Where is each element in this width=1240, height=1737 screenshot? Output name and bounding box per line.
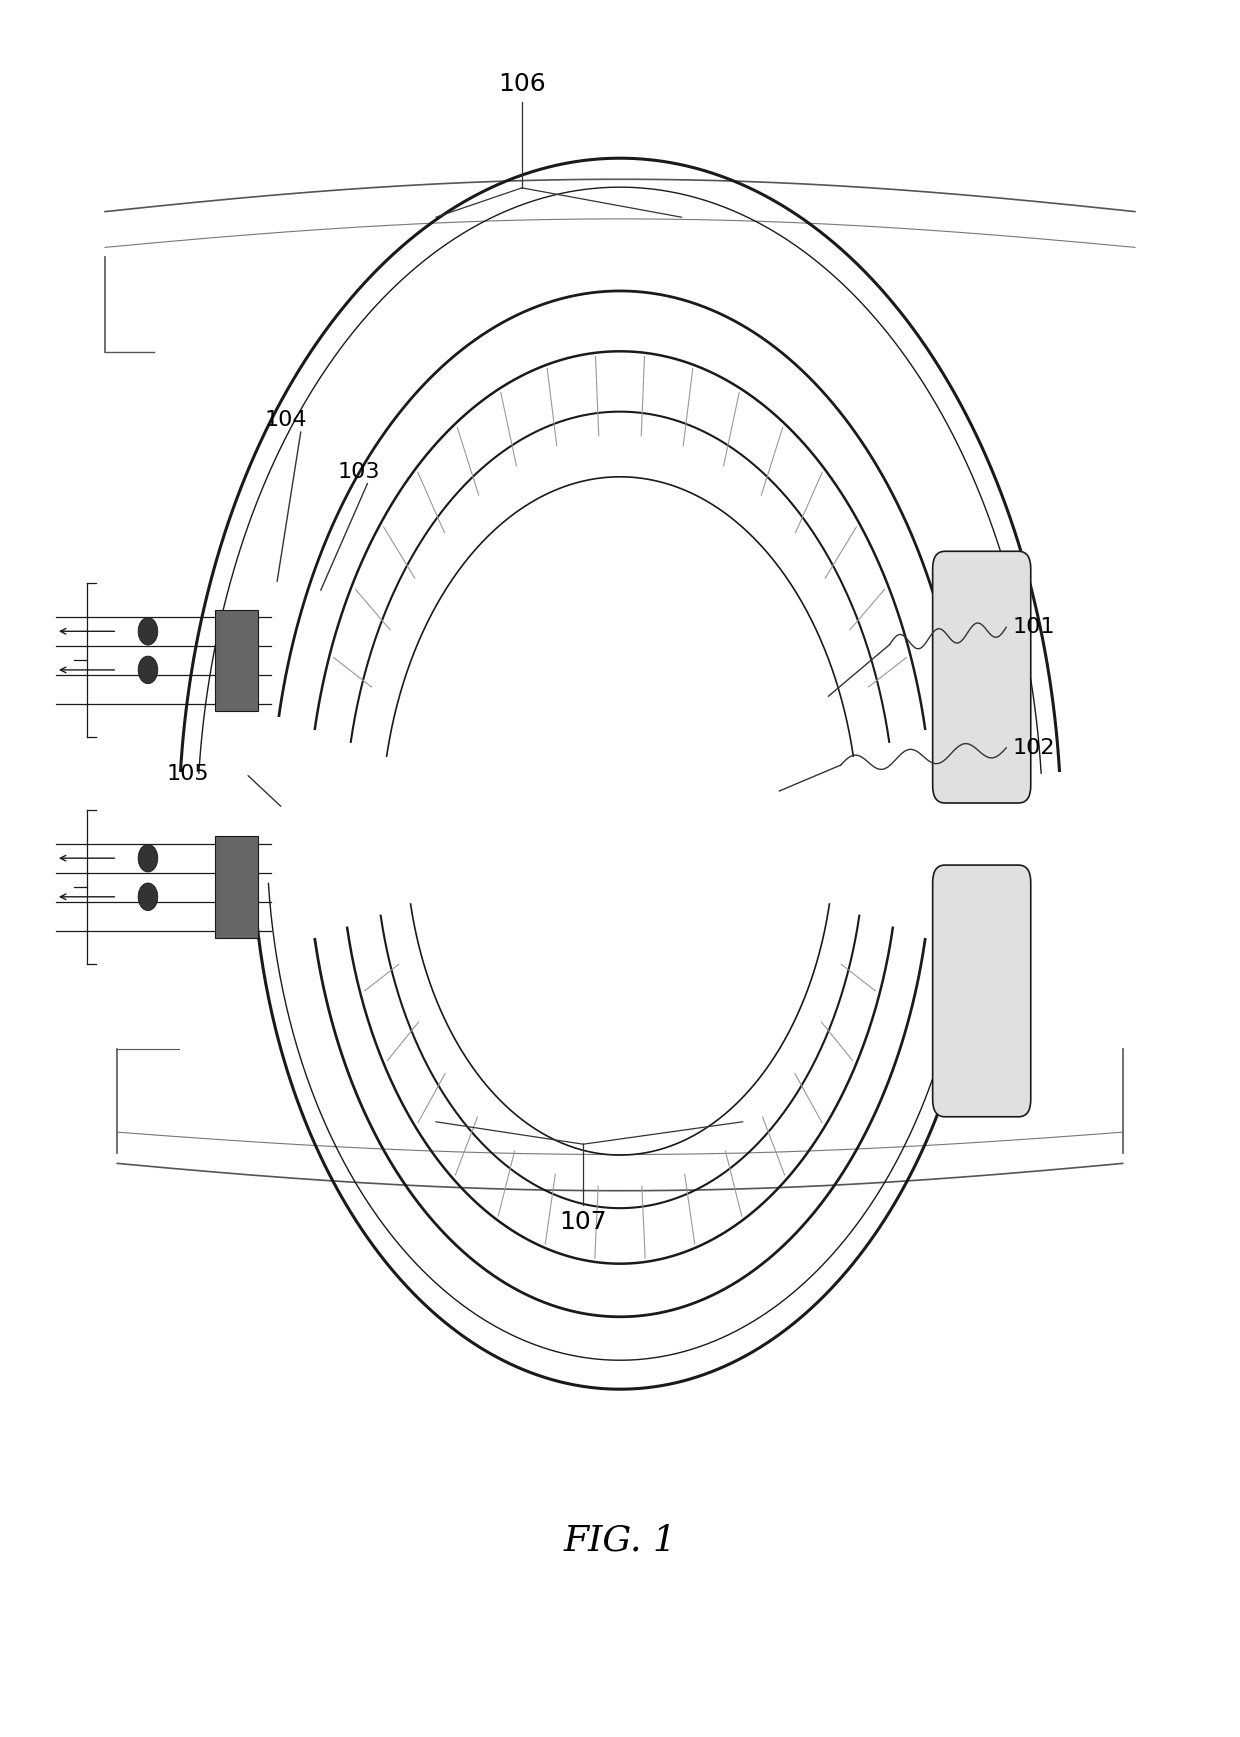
Text: 107: 107 <box>559 1209 608 1233</box>
FancyBboxPatch shape <box>932 865 1030 1117</box>
Circle shape <box>138 882 157 910</box>
FancyBboxPatch shape <box>932 551 1030 802</box>
Text: 104: 104 <box>264 410 308 431</box>
Text: 106: 106 <box>498 73 546 97</box>
Text: 101: 101 <box>1012 617 1055 637</box>
Text: 105: 105 <box>166 764 210 783</box>
Circle shape <box>138 844 157 872</box>
FancyBboxPatch shape <box>216 610 258 710</box>
Circle shape <box>138 657 157 684</box>
Text: 102: 102 <box>1012 738 1055 757</box>
Text: FIG. 1: FIG. 1 <box>563 1523 677 1558</box>
Text: 103: 103 <box>339 462 381 483</box>
Circle shape <box>138 617 157 644</box>
FancyBboxPatch shape <box>216 837 258 938</box>
